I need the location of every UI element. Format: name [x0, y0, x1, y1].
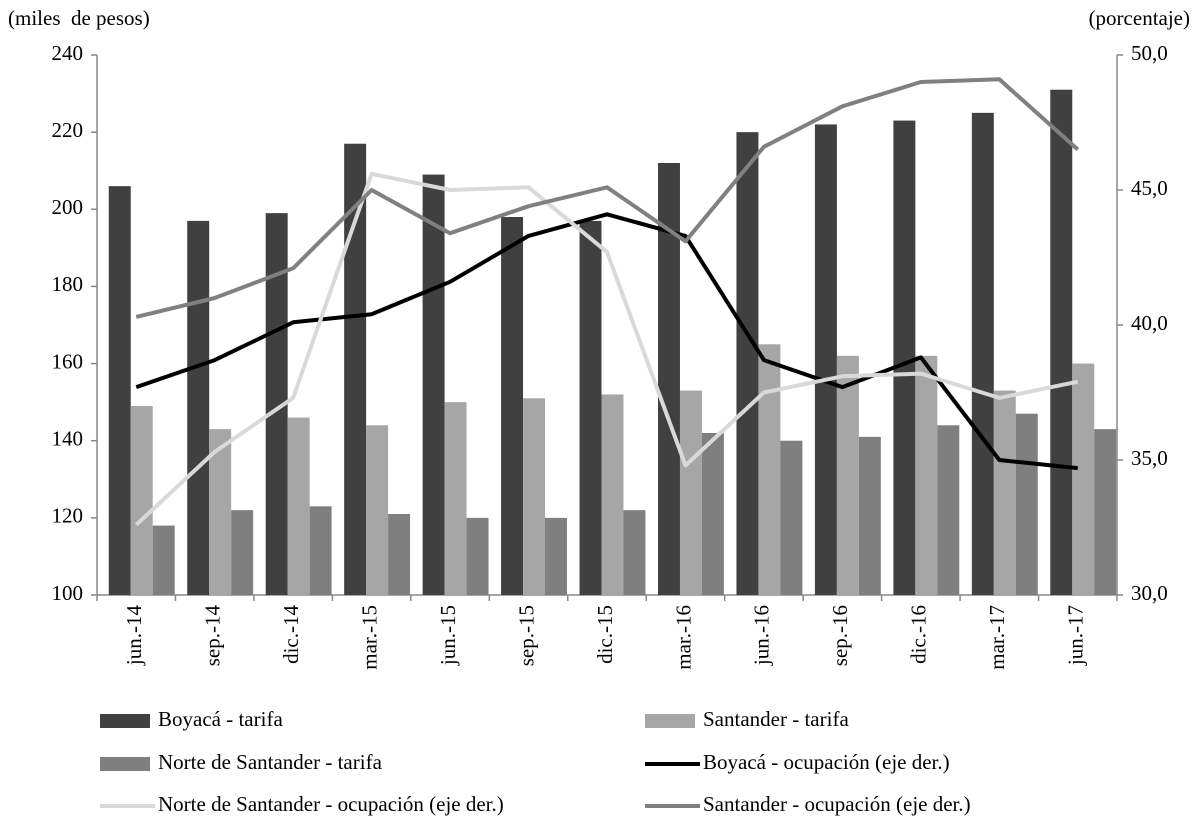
bar — [1050, 89, 1073, 595]
bar — [344, 143, 367, 595]
line — [135, 212, 1078, 471]
x-tick-label: jun.-16 — [750, 605, 774, 666]
bar — [265, 213, 288, 595]
bar — [701, 433, 724, 595]
x-tick-label: jun.-15 — [436, 605, 460, 666]
y-tick-label: 180 — [52, 272, 84, 296]
x-tick-label: sep.-14 — [201, 605, 225, 667]
bar — [893, 120, 916, 596]
y-tick-label: 120 — [52, 504, 84, 528]
bar — [309, 506, 332, 595]
bar — [736, 132, 759, 595]
y-tick-label: 160 — [52, 349, 84, 373]
y2-tick-label: 50,0 — [1131, 41, 1168, 65]
y2-tick-label: 35,0 — [1131, 446, 1168, 470]
bar — [858, 436, 881, 595]
legend-swatch — [100, 757, 150, 771]
bar — [1015, 413, 1038, 595]
legend-label: Norte de Santander - ocupación (eje der.… — [158, 792, 504, 816]
legend-label: Santander - ocupación (eje der.) — [703, 792, 971, 816]
bar — [231, 510, 254, 595]
bar — [209, 429, 232, 595]
bar — [1072, 363, 1095, 595]
bar — [679, 390, 702, 595]
x-tick-label: sep.-15 — [514, 605, 538, 666]
x-tick-label: jun.-14 — [122, 605, 146, 667]
y2-tick-label: 30,0 — [1131, 581, 1168, 605]
bar — [993, 390, 1016, 595]
line — [135, 77, 1080, 319]
y2-tick-label: 45,0 — [1131, 176, 1168, 200]
y-tick-label: 240 — [52, 41, 84, 65]
bar — [366, 425, 389, 595]
y-axis-label: (miles de pesos) — [8, 6, 150, 30]
bar — [388, 514, 411, 595]
y2-tick-label: 40,0 — [1131, 311, 1168, 335]
x-tick-label: mar.-15 — [357, 605, 381, 670]
line — [134, 171, 1079, 527]
bar — [814, 124, 837, 595]
bar — [444, 402, 467, 595]
bar — [187, 220, 210, 595]
bar — [545, 517, 567, 595]
y-tick-label: 100 — [52, 581, 84, 605]
legend-label: Norte de Santander - tarifa — [158, 750, 383, 774]
bar — [130, 406, 153, 595]
bar — [108, 186, 131, 595]
bar — [758, 344, 781, 595]
legend-swatch — [645, 714, 695, 728]
bar — [601, 394, 624, 595]
x-tick-label: sep.-16 — [828, 605, 852, 666]
legend-swatch — [100, 714, 150, 728]
bar — [780, 440, 803, 595]
y-tick-label: 140 — [52, 427, 84, 451]
bar — [1094, 429, 1117, 595]
bar — [971, 112, 994, 595]
bar — [579, 220, 602, 595]
x-tick-label: dic.-14 — [279, 605, 303, 664]
x-tick-label: dic.-15 — [593, 605, 617, 664]
y2-axis-label: (porcentaje) — [1089, 6, 1190, 30]
x-tick-label: mar.-17 — [985, 605, 1009, 670]
x-tick-label: jun.-17 — [1064, 605, 1088, 666]
bar — [501, 217, 524, 595]
bar — [523, 398, 546, 595]
bar — [422, 174, 445, 596]
legend-label: Boyacá - ocupación (eje der.) — [703, 750, 950, 774]
bar — [152, 525, 175, 595]
y-tick-label: 200 — [52, 195, 84, 219]
legend-label: Santander - tarifa — [703, 707, 849, 731]
bar — [915, 355, 938, 595]
bar — [658, 163, 680, 595]
bar — [623, 510, 646, 595]
bar — [287, 417, 310, 595]
x-tick-label: mar.-16 — [671, 605, 695, 670]
bar — [937, 425, 960, 595]
x-tick-label: dic.-16 — [907, 605, 931, 664]
y-tick-label: 220 — [52, 118, 84, 142]
bar — [836, 355, 859, 595]
bar — [466, 517, 489, 595]
legend-label: Boyacá - tarifa — [158, 707, 283, 731]
